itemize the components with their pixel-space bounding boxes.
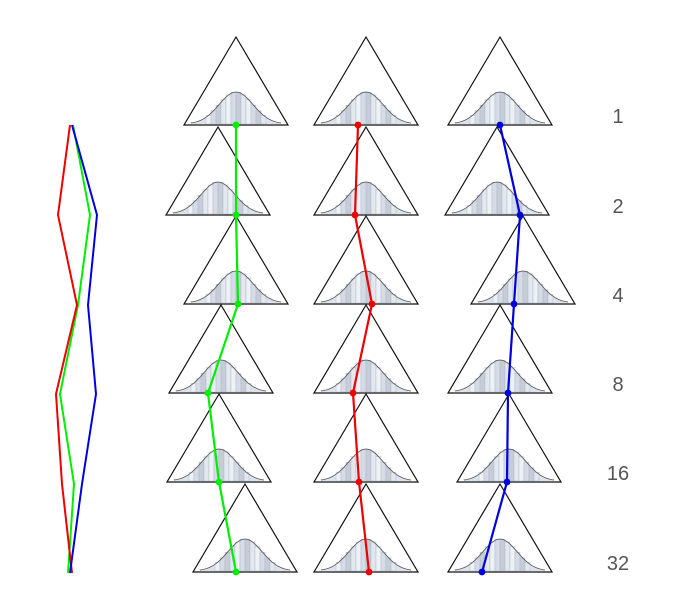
triangle (182, 35, 290, 126)
triangle (312, 482, 420, 573)
row-labels: 1 2 4 8 16 32 (607, 106, 629, 575)
walk-point (355, 478, 363, 486)
row-label: 8 (612, 374, 623, 396)
walk-point (215, 478, 223, 486)
walk-point (204, 389, 212, 397)
triangle (443, 125, 551, 216)
gaussian-distribution (199, 538, 291, 572)
triangle (164, 125, 272, 216)
walk-point (351, 211, 359, 219)
triangle (446, 482, 554, 573)
row-label: 1 (612, 106, 623, 128)
gaussian-distribution (172, 181, 264, 215)
gaussian-distribution (463, 448, 555, 482)
triangle (446, 35, 554, 126)
gaussian-distribution (454, 91, 546, 125)
walk-point (365, 568, 373, 576)
gaussian-distribution (320, 448, 412, 482)
walk-line-red (351, 124, 374, 573)
gaussian-distribution (320, 181, 412, 215)
gaussian-distribution (190, 270, 282, 304)
overlay-path-blue (69, 124, 99, 574)
triangle (446, 303, 554, 394)
walk-point (504, 389, 512, 397)
walk-point (234, 300, 242, 308)
walk-point (496, 121, 504, 129)
gaussian-distribution (175, 359, 267, 393)
column-green (164, 35, 299, 576)
gaussian-distribution (190, 91, 282, 125)
triangle (312, 214, 420, 305)
walk-line-green (206, 125, 240, 573)
row-label: 2 (612, 196, 623, 218)
walk-point (349, 389, 357, 397)
walk-point (354, 121, 362, 129)
triangle (312, 125, 420, 216)
walk-point (510, 300, 518, 308)
triangle (455, 392, 563, 483)
walk-point (232, 568, 240, 576)
overlay-path-green (58, 124, 92, 574)
column-red (312, 35, 420, 576)
triangle (312, 35, 420, 126)
overlaid-walk-paths (54, 124, 99, 574)
gaussian-distribution (477, 270, 569, 304)
triangle (191, 482, 299, 573)
walk-line-blue (480, 124, 522, 573)
triangle (469, 214, 577, 305)
gaussian-distribution (320, 538, 412, 572)
row-label: 32 (607, 553, 629, 575)
gaussian-distribution (451, 181, 543, 215)
walk-point (516, 211, 524, 219)
row-label: 16 (607, 463, 629, 485)
triangle-columns (164, 35, 577, 576)
triangle (167, 303, 275, 394)
gaussian-distribution (454, 359, 546, 393)
column-blue (443, 35, 577, 576)
walk-point (503, 478, 511, 486)
walk-point (232, 211, 240, 219)
overlay-path-red (54, 124, 79, 574)
walk-point (368, 300, 376, 308)
row-label: 4 (612, 285, 623, 307)
walk-point (478, 568, 486, 576)
gaussian-distribution (320, 359, 412, 393)
gaussian-distribution (454, 538, 546, 572)
triangle (165, 392, 273, 483)
walk-point (232, 121, 240, 129)
triangle (312, 392, 420, 483)
gaussian-distribution (320, 91, 412, 125)
triangle (312, 303, 420, 394)
